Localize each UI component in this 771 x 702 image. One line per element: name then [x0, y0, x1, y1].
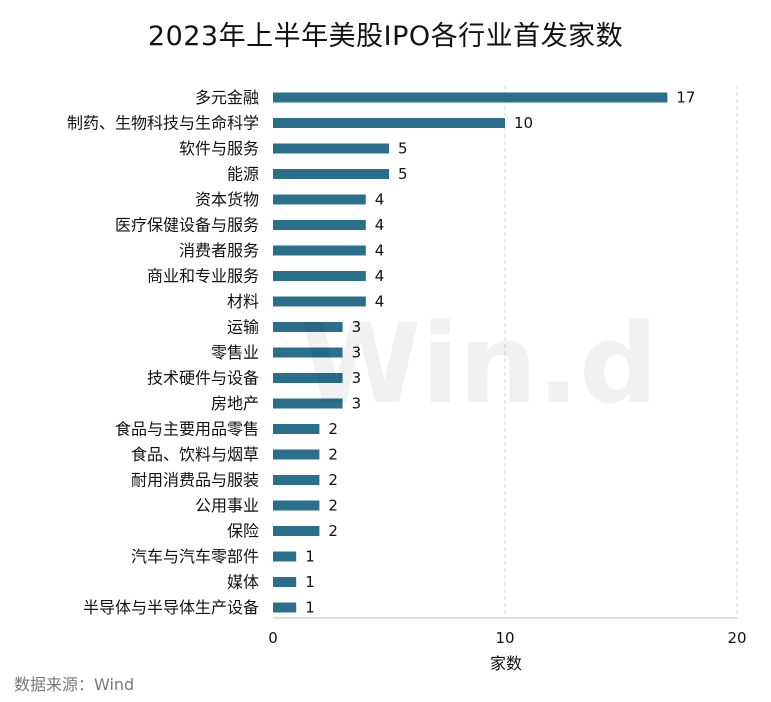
data-label: 3: [352, 395, 362, 413]
data-label: 3: [352, 318, 362, 336]
bar: [273, 322, 343, 332]
data-label: 4: [375, 216, 385, 234]
category-label: 医疗保健设备与服务: [115, 216, 259, 235]
data-label: 1: [305, 573, 315, 591]
category-label: 公用事业: [195, 496, 259, 515]
x-tick-label: 10: [495, 629, 514, 647]
category-label: 食品、饮料与烟草: [131, 445, 259, 464]
bar: [273, 526, 320, 536]
data-label: 1: [305, 599, 315, 617]
category-label: 制药、生物科技与生命科学: [67, 114, 259, 133]
bar: [273, 398, 343, 409]
bar: [273, 475, 320, 485]
category-label: 媒体: [227, 573, 259, 592]
bar: [273, 194, 366, 205]
data-label: 4: [375, 293, 385, 311]
category-label: 半导体与半导体生产设备: [83, 598, 259, 617]
data-label: 3: [352, 369, 362, 387]
bar: [273, 143, 389, 154]
data-label: 4: [375, 191, 385, 209]
category-label: 房地产: [211, 394, 259, 413]
bar: [273, 220, 366, 230]
data-label: 3: [352, 344, 362, 362]
category-label: 材料: [227, 292, 259, 311]
data-label: 4: [375, 267, 385, 285]
category-label: 商业和专业服务: [147, 267, 259, 286]
category-label: 耐用消费品与服装: [131, 471, 259, 490]
data-label: 2: [328, 471, 338, 489]
data-label: 10: [514, 114, 533, 132]
bar: [273, 424, 320, 434]
category-label: 消费者服务: [179, 241, 259, 260]
data-label: 1: [305, 548, 315, 566]
x-tick-label: 0: [268, 629, 278, 647]
x-tick-label: 20: [727, 629, 746, 647]
data-label: 5: [398, 165, 408, 183]
bar: [273, 577, 297, 587]
data-label: 2: [328, 420, 338, 438]
category-label: 能源: [227, 165, 259, 184]
data-label: 17: [676, 89, 695, 107]
bar: [273, 271, 366, 281]
bar: [273, 296, 366, 307]
bar: [273, 347, 343, 358]
bar: [273, 551, 297, 562]
chart-title: 2023年上半年美股IPO各行业首发家数: [147, 21, 624, 52]
category-label: 汽车与汽车零部件: [131, 547, 259, 566]
bar: [273, 92, 668, 103]
category-label: 软件与服务: [179, 139, 259, 158]
category-label: 食品与主要用品零售: [115, 420, 259, 439]
bar: [273, 169, 389, 179]
x-axis-title: 家数: [490, 654, 522, 673]
data-label: 4: [375, 242, 385, 260]
category-label: 零售业: [211, 343, 259, 362]
bar: [273, 245, 366, 256]
category-label: 技术硬件与设备: [147, 369, 259, 388]
category-label: 运输: [227, 318, 259, 337]
bar: [273, 118, 505, 128]
bar: [273, 373, 343, 383]
data-label: 2: [328, 497, 338, 515]
bar: [273, 602, 297, 613]
source-note: 数据来源：Wind: [14, 675, 135, 694]
category-label: 资本货物: [195, 190, 259, 209]
bar: [273, 500, 320, 511]
category-label: 保险: [227, 522, 259, 541]
category-label: 多元金融: [195, 88, 259, 107]
data-label: 2: [328, 446, 338, 464]
data-label: 2: [328, 522, 338, 540]
data-label: 5: [398, 140, 408, 158]
bar: [273, 449, 320, 460]
